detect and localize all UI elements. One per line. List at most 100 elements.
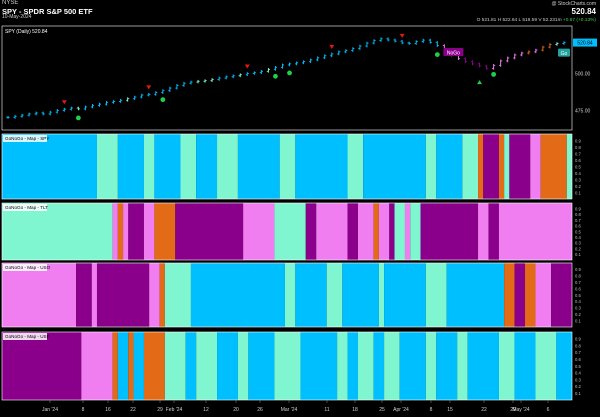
map-y-tick: 0.5	[575, 229, 581, 234]
map-y-tick: 0.8	[575, 145, 581, 150]
go-badge	[558, 48, 570, 57]
price-label: 520.84	[577, 41, 593, 47]
map-segment	[467, 332, 499, 400]
price-panel-frame	[1, 25, 573, 131]
x-tick-label: 29	[510, 407, 516, 413]
go-countertrend-up-icon	[160, 97, 166, 103]
map-segment	[462, 134, 479, 199]
map-segment	[143, 332, 165, 400]
x-tick-label: Mar '24	[281, 407, 298, 413]
map-y-tick: 0.7	[575, 350, 581, 355]
stockcharts-watermark: @ StockCharts.com	[551, 1, 596, 7]
x-tick-label: May '24	[512, 407, 530, 413]
x-tick-label: Apr '24	[393, 407, 409, 413]
map-segment	[530, 134, 541, 199]
map-panel-frame	[1, 133, 573, 200]
last-price-tag	[573, 38, 597, 47]
map-segment	[117, 134, 144, 199]
map-y-tick: 0.1	[575, 252, 581, 257]
x-tick-label: 8	[430, 407, 433, 413]
map-segment	[154, 203, 176, 260]
map-segment	[76, 263, 92, 327]
map-y-tick: 0.5	[575, 293, 581, 298]
map-y-tick: 0.2	[575, 384, 581, 389]
map-y-tick: 0.1	[575, 190, 581, 195]
x-tick-label: Feb '24	[166, 407, 183, 413]
map-segment	[154, 134, 181, 199]
map-segment	[410, 203, 421, 260]
map-segment	[91, 263, 97, 327]
map-segment	[117, 203, 124, 260]
map-segment	[446, 263, 505, 327]
map-segment	[143, 134, 155, 199]
map-segment	[50, 134, 97, 199]
x-tick-label: 22	[481, 407, 487, 413]
map-segment	[357, 332, 374, 400]
go-badge-label: Go	[561, 51, 568, 57]
map-segment	[316, 203, 348, 260]
x-tick-label: 25	[379, 407, 385, 413]
map-segment	[128, 332, 134, 400]
x-tick-label: 18	[352, 407, 358, 413]
map-panel-title: GoNoGo - Map - USF	[5, 334, 50, 339]
x-tick-label: 11	[324, 407, 329, 413]
map-segment	[326, 263, 343, 327]
map-segment	[498, 203, 572, 260]
nogo-badge-label: NoGo	[447, 50, 460, 56]
map-panel-frame	[1, 331, 573, 401]
x-tick-label: 16	[105, 407, 111, 413]
map-y-tick: 0.9	[575, 138, 581, 143]
map-y-tick: 0.3	[575, 377, 581, 382]
map-y-tick: 0.2	[575, 246, 581, 251]
map-segment	[504, 134, 510, 199]
map-y-tick: 0.9	[575, 337, 581, 342]
map-segment	[478, 203, 489, 260]
go-countertrend-down-icon	[146, 85, 152, 90]
map-segment	[50, 203, 113, 260]
map-segment	[128, 203, 144, 260]
map-segment	[384, 263, 426, 327]
map-y-tick: 0.4	[575, 299, 581, 304]
map-panel-title: GoNoGo - Map - USO	[5, 265, 51, 270]
map-segment	[243, 203, 275, 260]
map-title-box	[3, 135, 47, 142]
map-y-tick: 0.9	[575, 267, 581, 272]
map-segment	[196, 332, 218, 400]
map-y-tick: 0.1	[575, 391, 581, 396]
map-segment	[149, 263, 160, 327]
map-segment	[504, 263, 515, 327]
map-segment	[196, 134, 218, 199]
map-segment	[347, 203, 358, 260]
map-segment	[378, 203, 390, 260]
map-segment	[378, 263, 385, 327]
last-price: 520.84	[571, 7, 596, 16]
map-segment	[384, 332, 400, 400]
map-y-tick: 0.3	[575, 241, 581, 246]
map-segment	[404, 203, 411, 260]
map-y-tick: 0.4	[575, 371, 581, 376]
map-segment	[337, 332, 348, 400]
price-label: 500.00	[575, 72, 591, 78]
map-y-tick: 0.1	[575, 318, 581, 323]
map-y-tick: 0.7	[575, 151, 581, 156]
map-segment	[279, 134, 296, 199]
map-panel-frame	[1, 262, 573, 328]
map-segment	[347, 332, 358, 400]
map-segment	[535, 263, 552, 327]
map-segment	[425, 332, 437, 400]
map-segment	[50, 263, 77, 327]
map-segment	[436, 332, 458, 400]
map-segment	[217, 332, 238, 400]
map-y-tick: 0.5	[575, 164, 581, 169]
go-countertrend-down-icon	[244, 64, 250, 69]
map-segment	[525, 263, 536, 327]
map-segment	[514, 263, 526, 327]
x-tick-label: 22	[130, 407, 136, 413]
x-tick-label: 8	[82, 407, 85, 413]
map-segment	[457, 332, 468, 400]
x-tick-label: Jan '24	[42, 407, 58, 413]
map-y-tick: 0.6	[575, 357, 581, 362]
map-segment	[399, 332, 426, 400]
map-segment	[133, 332, 144, 400]
map-y-tick: 0.8	[575, 343, 581, 348]
